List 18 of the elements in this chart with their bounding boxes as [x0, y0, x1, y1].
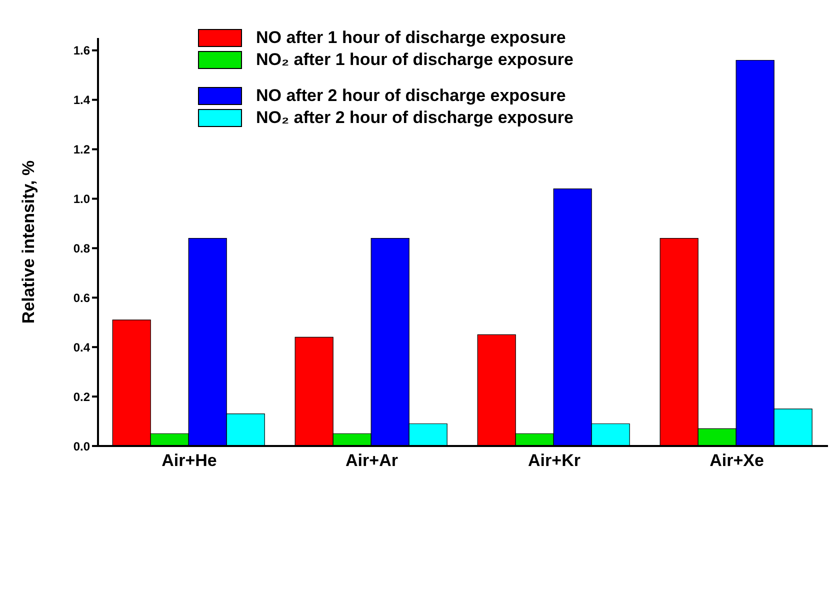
y-tick-label: 0.2: [73, 390, 90, 404]
legend-label: NO₂ after 1 hour of discharge exposure: [256, 50, 574, 70]
y-tick-label: 1.0: [73, 192, 90, 206]
x-tick-label: Air+Ar: [346, 451, 398, 470]
y-tick-label: 1.6: [73, 44, 90, 58]
y-tick-label: 0.0: [73, 439, 90, 454]
x-tick-label: Air+Xe: [710, 451, 764, 470]
y-tick-label: 0.4: [73, 340, 90, 354]
y-tick-label: 1.4: [73, 93, 90, 108]
legend-label: NO after 2 hour of discharge exposure: [256, 86, 566, 106]
y-tick-label: 0.8: [73, 241, 90, 256]
y-tick-label: 1.2: [73, 142, 90, 157]
legend-label: NO after 1 hour of discharge exposure: [256, 28, 566, 48]
x-tick-label: Air+Kr: [528, 451, 581, 470]
y-axis-title: Relative intensity, %: [19, 160, 38, 324]
x-tick-label: Air+He: [162, 451, 217, 470]
y-tick-label: 0.6: [73, 290, 90, 305]
legend-label: NO₂ after 2 hour of discharge exposure: [256, 108, 574, 128]
